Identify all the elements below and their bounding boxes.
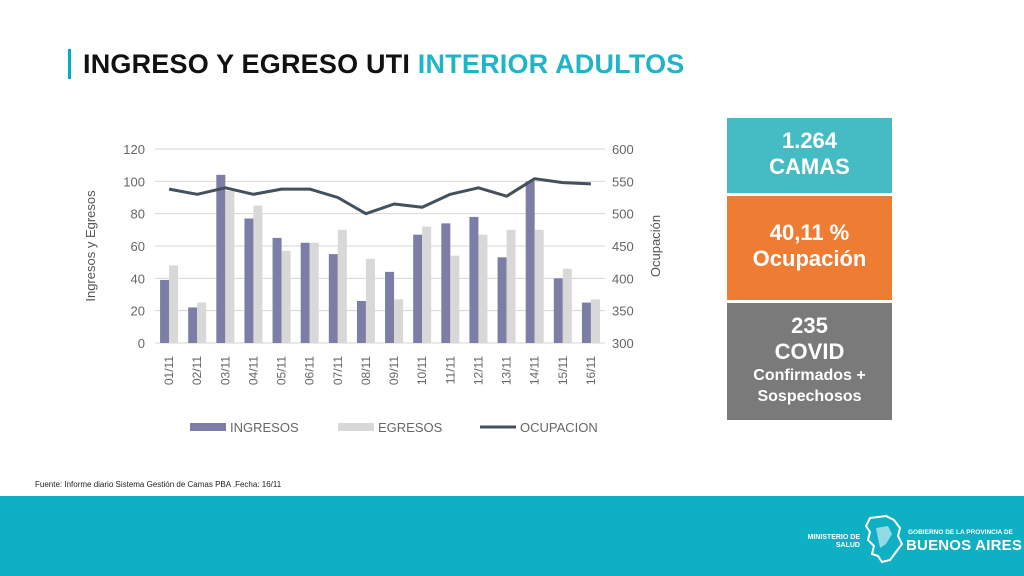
kpi-beds-card: 1.264 CAMAS [727,118,892,193]
x-tick-label: 15/11 [556,356,570,385]
y2-tick-label: 400 [612,271,634,286]
kpi-occupancy-value: 40,11 % [769,220,850,245]
slide-title: INGRESO Y EGRESO UTI INTERIOR ADULTOS [68,44,684,84]
legend-label: INGRESOS [230,420,299,435]
combo-chart: 0 20 40 60 80 100 120 300 350 400 450 500 550 600 01/1… [83,142,663,435]
bar-egresos [422,226,432,343]
bar-egresos [281,250,291,343]
bar-ingresos [497,257,507,343]
bar-ingresos [272,237,282,343]
kpi-covid-sub2: Sospechosos [757,388,862,405]
legend-label: OCUPACION [520,420,598,435]
y2-tick-label: 550 [612,174,634,189]
y2-tick-label: 300 [612,336,634,351]
x-tick-label: 01/11 [162,356,176,385]
x-tick-label: 12/11 [471,356,485,385]
bar-egresos [365,258,375,343]
y-tick-label: 120 [123,142,145,157]
x-tick-label: 03/11 [218,356,232,385]
y-tick-label: 100 [123,174,145,189]
bar-egresos [169,265,179,343]
bar-egresos [478,234,488,343]
x-tick-label: 11/11 [443,356,457,385]
x-tick-label: 02/11 [190,356,204,385]
kpi-covid-sub1: Confirmados + [753,367,866,384]
kpi-covid-value: 235 [791,313,828,338]
bar-ingresos [356,300,366,343]
y2-tick-label: 350 [612,304,634,319]
bar-egresos [309,242,319,343]
bar-ingresos [188,307,198,343]
bar-ingresos [413,234,423,343]
bar-egresos [225,191,235,343]
x-tick-label: 06/11 [303,356,317,385]
x-tick-label: 14/11 [528,356,542,385]
title-accent-bar [68,49,71,79]
bar-ingresos [300,242,310,343]
kpi-beds-value: 1.264 [781,128,838,153]
bar-ingresos [553,278,563,343]
source-note: Fuente: Informe diario Sistema Gestión d… [35,480,282,489]
y-tick-label: 20 [131,304,145,319]
x-tick-label: 09/11 [387,356,401,385]
page-title: INGRESO Y EGRESO UTI INTERIOR ADULTOS [83,49,684,80]
y2-axis-title: Ocupación [648,215,663,277]
footer-band [0,496,1024,576]
bar-ingresos [525,181,535,343]
legend-label: EGRESOS [378,420,443,435]
y-axis-title: Ingresos y Egresos [83,190,98,302]
title-main: INGRESO Y EGRESO UTI [83,48,418,79]
kpi-covid-card: 235 COVID Confirmados + Sospechosos [727,303,892,420]
x-tick-label: 16/11 [584,356,598,385]
x-tick-label: 10/11 [415,356,429,385]
kpi-occupancy-label: Ocupación [752,246,867,271]
title-accent: INTERIOR ADULTOS [417,48,685,79]
province-map-logo-icon [864,514,904,564]
x-tick-label: 04/11 [246,356,260,385]
bar-egresos [394,299,404,343]
ministry-label: MINISTERIO DE SALUD [807,534,860,549]
kpi-occupancy-card: 40,11 % Ocupación [727,196,892,300]
y-tick-label: 40 [131,271,145,286]
x-tick-label: 13/11 [500,356,514,385]
bar-egresos [534,229,544,343]
y2-tick-label: 600 [612,142,634,157]
x-tick-label: 08/11 [359,356,373,385]
series-line-ocupacion [168,177,591,216]
bar-ingresos [160,279,170,343]
bar-ingresos [581,302,591,343]
bar-ingresos [244,218,254,343]
government-label: GOBIERNO DE LA PROVINCIA DE [908,529,1013,536]
bar-ingresos [216,174,226,343]
bar-ingresos [441,223,451,343]
bar-ingresos [385,271,395,343]
bar-egresos [450,255,460,343]
y-tick-label: 60 [131,239,145,254]
province-name: BUENOS AIRES [906,537,1023,554]
x-tick-label: 07/11 [331,356,345,385]
legend-swatch [190,423,226,431]
kpi-covid-label: COVID [774,339,845,364]
y-tick-label: 0 [138,336,145,351]
bar-egresos [197,302,207,343]
x-tick-label: 05/11 [275,356,289,385]
y2-tick-label: 450 [612,239,634,254]
kpi-beds-label: CAMAS [769,154,850,179]
y2-tick-label: 500 [612,207,634,222]
bar-egresos [253,205,263,343]
y-tick-label: 80 [131,207,145,222]
bar-ingresos [469,216,479,343]
bar-egresos [562,268,572,343]
bar-ingresos [328,254,338,343]
bar-egresos [337,229,347,343]
bar-egresos [590,299,600,343]
bar-egresos [506,229,516,343]
legend-swatch [338,423,374,431]
